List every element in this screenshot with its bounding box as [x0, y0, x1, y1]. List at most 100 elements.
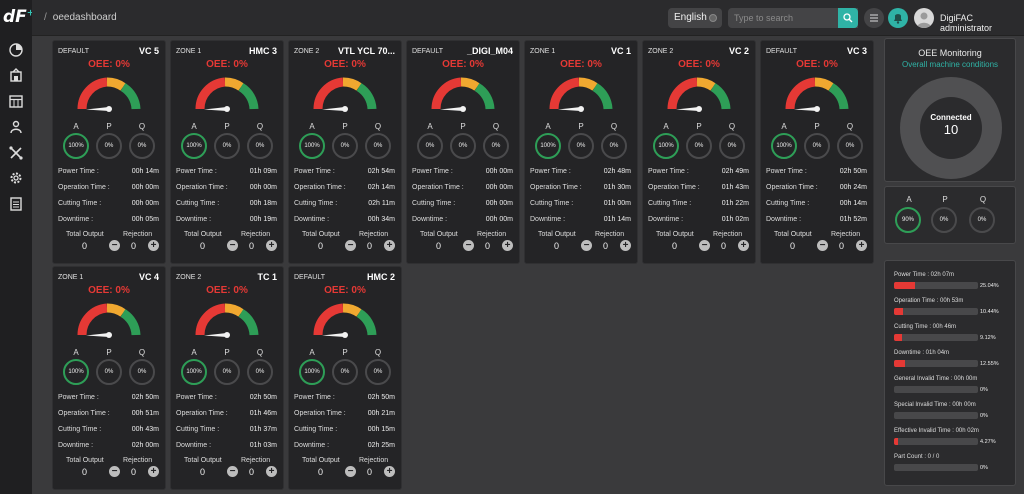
performance-value: 0% — [332, 133, 358, 159]
downtime-row: Downtime :01h 02m — [648, 216, 749, 223]
machine-icon[interactable] — [8, 67, 24, 83]
summary-bar-track — [894, 464, 978, 471]
machine-card[interactable]: DEFAULT _DIGI_M04 OEE: 0% A P Q 0% 0% 0%… — [406, 40, 520, 264]
rejection-increment-button[interactable]: + — [384, 240, 395, 251]
notification-button[interactable] — [888, 8, 908, 28]
p-label: P — [106, 122, 112, 131]
summary-bar-track — [894, 386, 978, 393]
list-menu-button[interactable] — [864, 8, 884, 28]
rejection-decrement-button[interactable]: − — [109, 466, 120, 477]
machine-zone: ZONE 2 — [176, 274, 202, 281]
downtime-value: 01h 02m — [721, 216, 749, 223]
operation-time-row: Operation Time :01h 30m — [530, 184, 631, 191]
rejection-decrement-button[interactable]: − — [817, 240, 828, 251]
oee-gauge — [313, 77, 377, 112]
p-label: P — [342, 122, 348, 131]
quality-value: 0% — [247, 359, 273, 385]
downtime-value: 00h 34m — [367, 216, 395, 223]
rejection-increment-button[interactable]: + — [738, 240, 749, 251]
rejection-increment-button[interactable]: + — [856, 240, 867, 251]
monitor-subtitle: Overall machine conditions — [901, 60, 999, 69]
rejection-decrement-button[interactable]: − — [227, 240, 238, 251]
rejection-decrement-button[interactable]: − — [463, 240, 474, 251]
report-icon[interactable] — [8, 196, 24, 212]
machine-card[interactable]: ZONE 1 HMC 3 OEE: 0% A P Q 100% 0% 0% Po… — [170, 40, 284, 264]
rejection-increment-button[interactable]: + — [148, 466, 159, 477]
rejection-label: Rejection — [241, 231, 271, 238]
breadcrumb-current[interactable]: oeedashboard — [52, 12, 117, 23]
search-input[interactable] — [728, 8, 858, 28]
rejection-increment-button[interactable]: + — [384, 466, 395, 477]
machine-name: VC 1 — [610, 46, 631, 56]
summary-bar-percent: 9.12% — [980, 335, 996, 341]
oee-value: OEE: 0% — [206, 59, 248, 70]
summary-bar-fill — [894, 282, 916, 289]
rejection-decrement-button[interactable]: − — [345, 240, 356, 251]
total-output-value: 0 — [318, 241, 324, 251]
cutting-time-row: Cutting Time :00h 14m — [766, 200, 867, 207]
total-output-value: 0 — [790, 241, 796, 251]
total-output-label: Total Output — [538, 231, 576, 238]
total-output-label: Total Output — [66, 457, 104, 464]
summary-bar-row: Effective Invalid Time : 00h 02m 4.27% — [894, 428, 1000, 454]
machine-card[interactable]: ZONE 2 VTL YCL 70... OEE: 0% A P Q 100% … — [288, 40, 402, 264]
downtime-row: Downtime :02h 00m — [58, 442, 159, 449]
oee-value: OEE: 0% — [88, 59, 130, 70]
language-selector[interactable]: English — [668, 8, 722, 28]
q-label: Q — [492, 122, 500, 131]
summary-bar-track — [894, 282, 978, 289]
power-time-value: 00h 14m — [131, 168, 159, 175]
total-output-value: 0 — [82, 241, 88, 251]
machine-name: VC 3 — [846, 46, 867, 56]
rejection-decrement-button[interactable]: − — [109, 240, 120, 251]
summary-bar-track — [894, 412, 978, 419]
total-output-label: Total Output — [184, 457, 222, 464]
rejection-increment-button[interactable]: + — [620, 240, 631, 251]
user-name[interactable]: DigiFAC administrator — [940, 13, 993, 33]
rejection-value: 0 — [367, 467, 373, 477]
calendar-icon[interactable] — [8, 93, 24, 109]
machine-card[interactable]: ZONE 2 VC 2 OEE: 0% A P Q 100% 0% 0% Pow… — [642, 40, 756, 264]
power-time-value: 02h 50m — [367, 394, 395, 401]
machine-card[interactable]: DEFAULT VC 5 OEE: 0% A P Q 100% 0% 0% Po… — [52, 40, 166, 264]
app-logo[interactable]: dF+ — [3, 7, 35, 27]
machine-card[interactable]: DEFAULT VC 3 OEE: 0% A P Q 100% 0% 0% Po… — [760, 40, 874, 264]
machine-card[interactable]: DEFAULT HMC 2 OEE: 0% A P Q 100% 0% 0% P… — [288, 266, 402, 490]
dashboard-icon[interactable] — [8, 42, 24, 58]
machine-name: HMC 2 — [366, 272, 395, 282]
rejection-value: 0 — [131, 241, 137, 251]
machine-zone: DEFAULT — [412, 48, 443, 55]
rejection-increment-button[interactable]: + — [266, 240, 277, 251]
summary-bar-fill — [894, 438, 898, 445]
overall-a-value: 90% — [895, 207, 921, 233]
a-label: A — [663, 122, 669, 131]
operation-time-row: Operation Time :00h 21m — [294, 410, 395, 417]
quality-value: 0% — [129, 133, 155, 159]
rejection-decrement-button[interactable]: − — [227, 466, 238, 477]
summary-bar-label: Special Invalid Time : 00h 00m — [894, 402, 976, 408]
settings-icon[interactable] — [8, 170, 24, 186]
machine-card[interactable]: ZONE 1 VC 1 OEE: 0% A P Q 100% 0% 0% Pow… — [524, 40, 638, 264]
downtime-row: Downtime :00h 00m — [412, 216, 513, 223]
rejection-increment-button[interactable]: + — [148, 240, 159, 251]
user-avatar[interactable] — [914, 8, 934, 28]
users-icon[interactable] — [8, 119, 24, 135]
rejection-increment-button[interactable]: + — [502, 240, 513, 251]
rejection-increment-button[interactable]: + — [266, 466, 277, 477]
power-time-row: Power Time :02h 49m — [648, 168, 749, 175]
rejection-decrement-button[interactable]: − — [699, 240, 710, 251]
machine-card[interactable]: ZONE 1 VC 4 OEE: 0% A P Q 100% 0% 0% Pow… — [52, 266, 166, 490]
summary-bar-label: Downtime : 01h 04m — [894, 350, 950, 356]
tools-icon[interactable] — [8, 145, 24, 161]
downtime-row: Downtime :00h 05m — [58, 216, 159, 223]
power-time-value: 00h 00m — [485, 168, 513, 175]
machine-name: VC 2 — [728, 46, 749, 56]
rejection-decrement-button[interactable]: − — [345, 466, 356, 477]
cutting-time-value: 01h 37m — [249, 426, 277, 433]
search-button[interactable] — [838, 8, 858, 28]
rejection-decrement-button[interactable]: − — [581, 240, 592, 251]
summary-bar-row: Part Count : 0 / 0 0% — [894, 454, 1000, 480]
a-label: A — [427, 122, 433, 131]
cutting-time-row: Cutting Time :00h 18m — [176, 200, 277, 207]
machine-card[interactable]: ZONE 2 TC 1 OEE: 0% A P Q 100% 0% 0% Pow… — [170, 266, 284, 490]
